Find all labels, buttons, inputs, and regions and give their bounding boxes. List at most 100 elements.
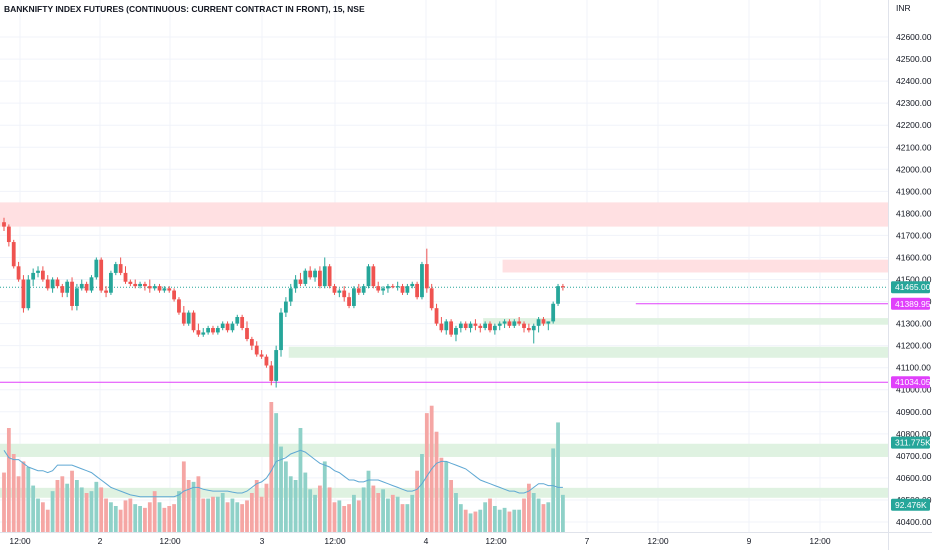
volume-bar [235,502,240,532]
candle-body [36,270,40,273]
volume-bar [561,494,565,532]
time-axis[interactable]: 12:00 2 12:00 3 12:00 4 12:00 7 12:00 9 12:00 [9,536,831,546]
candle-body [269,365,274,381]
volume-bar [21,461,26,532]
volume-bar [492,506,497,532]
candle-body [488,323,492,331]
candle-body [279,312,283,351]
volume-bar [454,493,458,532]
volume-bar [133,504,138,532]
candle-body [235,316,240,324]
price-tick-label: 40400.00 [896,517,932,527]
volume-bar [104,498,108,532]
candle-body [424,264,429,289]
candle-body [259,354,264,357]
candle-body [561,286,565,288]
volume-bar [89,491,94,532]
candle-body [371,266,376,287]
candle-body [322,266,327,287]
price-tick-label: 41000.00 [896,385,932,395]
candle-body [196,330,201,335]
candle-body [444,321,449,331]
volume-bar [303,472,308,532]
volume-bar [293,480,298,532]
time-tick-label: 12:00 [324,536,346,546]
volume-bar [415,470,419,532]
candle-body [400,286,405,293]
demand-zone [0,487,888,498]
candle-body [283,301,288,313]
candle-body [288,288,293,302]
volume-bar [206,498,211,532]
candle-body [26,279,31,309]
volume-bar [468,513,473,532]
volume-bar [439,457,444,532]
candle-body [138,283,142,287]
volume-bar [483,502,488,532]
candle-body [556,286,560,304]
time-tick-label: 3 [260,536,265,546]
volume-bar [512,509,517,532]
volume-bar [50,491,55,532]
candle-body [415,283,419,298]
volume-bar [128,498,133,532]
candle-body [84,283,89,291]
level-price-tag-bg [891,297,930,310]
candle-body [473,323,478,326]
time-tick-label: 9 [747,536,752,546]
time-tick-label: 12:00 [9,536,31,546]
chart-title: BANKNIFTY INDEX FUTURES (CONTINUOUS: CUR… [4,4,365,14]
demand-zone [483,318,888,325]
volume-bar [473,511,478,532]
volume-bar [94,481,99,532]
price-tick-label: 42500.00 [896,54,932,64]
candle-body [89,277,94,291]
volume-bar [11,454,16,532]
candle-body [386,286,390,289]
candle-body [410,283,415,287]
volume-bar [361,487,366,532]
candle-body [225,323,230,331]
volume-bars [2,402,565,532]
candle-body [220,323,225,329]
price-tick-label: 42000.00 [896,164,932,174]
volume-bar [352,494,356,532]
time-tick-label: 12:00 [159,536,181,546]
volume-bar [55,480,60,532]
candle-body [454,328,458,335]
candle-body [211,328,215,333]
candle-body [497,323,502,326]
candle-body [186,312,191,324]
volume-bar [118,509,123,532]
volume-bar [245,500,249,532]
time-tick-label: 4 [424,536,429,546]
volume-bar [298,428,303,532]
candle-body [75,288,79,306]
volume-bar [497,509,502,532]
candle-body [65,281,70,293]
candle-body [342,290,347,298]
candle-body [526,328,531,331]
volume-bar [410,494,415,532]
volume-bar [449,480,454,532]
volume-bar [279,446,283,532]
volume-bar [342,506,347,532]
volume-bar [79,487,84,532]
candle-body [94,259,99,278]
supply-zone [0,202,888,227]
candle-body [492,325,497,331]
candle-body [70,281,74,306]
price-tick-label: 42300.00 [896,98,932,108]
candle-body [502,321,507,324]
candle-body [546,321,551,324]
candle-body [366,266,371,287]
volume-bar [288,476,293,532]
candle-body [308,270,313,278]
candle-body [167,288,172,291]
price-axis[interactable]: 42600.00 42500.00 42400.00 42300.00 42200.00… [891,32,932,527]
volume-bar [259,496,264,532]
time-tick-label: 12:00 [485,536,507,546]
candle-body [313,270,317,278]
